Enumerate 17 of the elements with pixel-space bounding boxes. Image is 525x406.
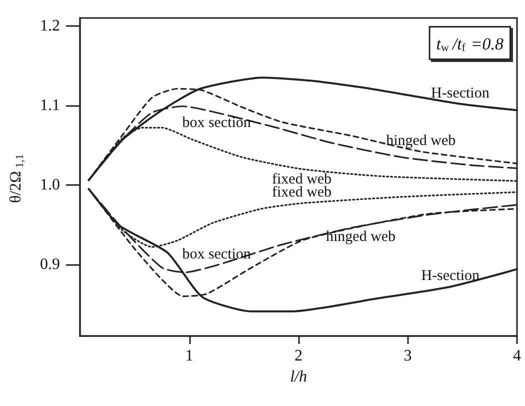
series-label: box section (182, 115, 252, 132)
series-label: hinged web (386, 133, 456, 150)
x-tick-label: 3 (404, 348, 412, 364)
series-label: fixed web (272, 184, 332, 201)
series-label: hinged web (326, 228, 396, 245)
x-tick-label: 2 (294, 348, 302, 364)
x-tick-label: 1 (185, 348, 194, 364)
y-tick-label: 1.1 (40, 96, 60, 114)
x-tick-label: 4 (513, 348, 521, 364)
y-tick-label: 1.0 (40, 176, 60, 194)
series-label: H-section (431, 85, 490, 102)
y-tick-label: 0.9 (40, 256, 60, 273)
y-axis-title: θ/2Ω1,1 (8, 154, 26, 203)
series-label: H-section (421, 268, 480, 284)
series-label: box section (182, 246, 252, 263)
x-axis-title: l/h (290, 368, 307, 386)
y-tick-label: 1.2 (40, 17, 60, 34)
